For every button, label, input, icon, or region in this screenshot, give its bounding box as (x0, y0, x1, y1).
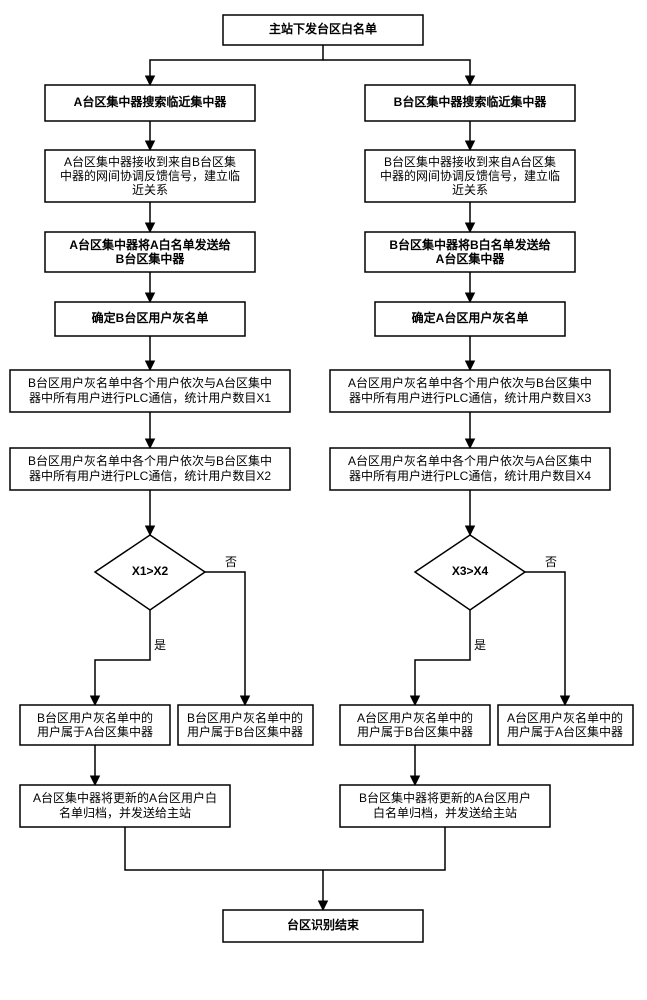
edge-top-split-r (323, 60, 470, 85)
node-bD-label: X3>X4 (452, 564, 489, 578)
node-bN-l2: 用户属于A台区集中器 (507, 724, 623, 739)
label-bD-no: 否 (545, 555, 557, 569)
label-bD-yes: 是 (474, 638, 486, 652)
node-a5-l2: 器中所有用户进行PLC通信，统计用户数目X1 (29, 390, 271, 405)
edge-b7-end (323, 827, 445, 870)
node-a1-label: A台区集中器搜索临近集中器 (74, 94, 228, 109)
edge-a7-end (125, 827, 323, 870)
edge-bD-yes (415, 610, 470, 705)
node-b3-l2: A台区集中器 (436, 251, 506, 266)
node-a5-l1: B台区用户灰名单中各个用户依次与A台区集中 (28, 375, 272, 390)
node-top-label: 主站下发台区白名单 (269, 21, 377, 36)
node-a7-l2: 名单归档，并发送给主站 (59, 805, 191, 820)
node-a3-l1: A台区集中器将A白名单发送给 (69, 237, 230, 252)
node-b2-l2: 中器的网间协调反馈信号，建立临 (380, 168, 560, 183)
node-b5-l1: A台区用户灰名单中各个用户依次与B台区集中 (348, 375, 592, 390)
node-b7-l1: B台区集中器将更新的A台区用户 (359, 790, 531, 805)
node-b2-l3: 近关系 (452, 183, 488, 197)
node-a2-l3: 近关系 (132, 183, 168, 197)
node-a2-l1: A台区集中器接收到来自B台区集 (64, 154, 236, 169)
node-b6-l2: 器中所有用户进行PLC通信，统计用户数目X4 (349, 468, 591, 483)
node-aD-label: X1>X2 (132, 564, 169, 578)
node-a7-l1: A台区集中器将更新的A台区用户白 (33, 790, 217, 805)
node-bY-l1: A台区用户灰名单中的 (357, 710, 473, 725)
node-aN-l2: 用户属于B台区集中器 (187, 724, 303, 739)
node-a6-l1: B台区用户灰名单中各个用户依次与B台区集中 (28, 453, 272, 468)
node-b3-l1: B台区集中器将B白名单发送给 (389, 237, 550, 252)
node-a6-l2: 器中所有用户进行PLC通信，统计用户数目X2 (29, 468, 271, 483)
node-end-label: 台区识别结束 (287, 917, 360, 932)
node-aY-l2: 用户属于A台区集中器 (37, 724, 153, 739)
node-b5-l2: 器中所有用户进行PLC通信，统计用户数目X3 (349, 390, 591, 405)
node-a4-label: 确定B台区用户灰名单 (92, 310, 209, 325)
node-bN-l1: A台区用户灰名单中的 (507, 710, 623, 725)
node-aY-l1: B台区用户灰名单中的 (37, 710, 153, 725)
node-b1-label: B台区集中器搜索临近集中器 (394, 94, 548, 109)
label-aD-no: 否 (225, 555, 237, 569)
node-b6-l1: A台区用户灰名单中各个用户依次与A台区集中 (348, 453, 592, 468)
node-b7-l2: 白名单归档，并发送给主站 (373, 805, 517, 820)
node-a2-l2: 中器的网间协调反馈信号，建立临 (60, 168, 240, 183)
edge-aD-no (205, 572, 245, 705)
node-aN-l1: B台区用户灰名单中的 (187, 710, 303, 725)
node-b4-label: 确定A台区用户灰名单 (412, 310, 529, 325)
edge-top-split (150, 45, 323, 85)
edge-bD-no (525, 572, 565, 705)
label-aD-yes: 是 (154, 638, 166, 652)
node-bY-l2: 用户属于B台区集中器 (357, 724, 473, 739)
node-b2-l1: B台区集中器接收到来自A台区集 (384, 154, 556, 169)
node-a3-l2: B台区集中器 (116, 251, 186, 266)
edge-aD-yes (95, 610, 150, 705)
